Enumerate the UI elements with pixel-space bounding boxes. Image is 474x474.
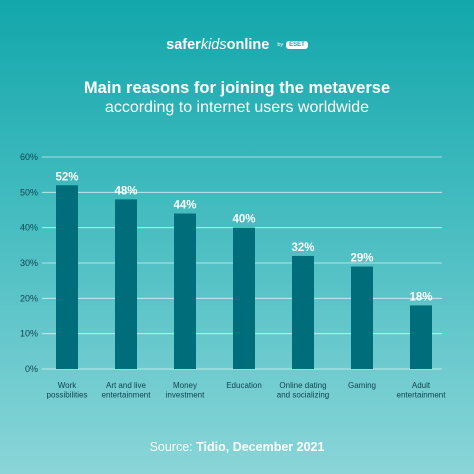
x-tick-label: Online dating and socializing [277,381,329,400]
bar [351,266,373,369]
data-label: 52% [55,171,78,183]
chart-title: Main reasons for joining the metaverse [83,79,391,97]
x-tick-label: Education [226,381,262,390]
bar [292,255,314,369]
brand-by-text: by [277,42,284,49]
y-tick-label: 40% [20,223,38,233]
bar [233,227,255,369]
bar [174,213,196,369]
y-tick-label: 10% [20,329,38,339]
bar [115,199,137,369]
data-label: 48% [114,185,137,197]
data-label: 44% [173,200,196,212]
data-label: 29% [350,253,373,265]
data-label: 40% [232,214,255,226]
brand-part-kids: kids [200,37,227,53]
x-tick-label: Art and live entertainment [102,381,152,400]
bar [410,305,432,369]
y-tick-label: 30% [20,258,38,268]
chart-subtitle: according to internet users worldwide [104,99,370,116]
bar [56,185,78,369]
brand-logo: saferkidsonline by ESET [0,37,474,53]
data-label: 32% [291,242,314,254]
source-prefix: Source: [149,440,197,454]
y-tick-label: 60% [20,152,38,162]
y-tick-label: 50% [20,187,38,197]
data-label: 18% [409,291,432,303]
brand-part-online: online [226,37,270,53]
x-tick-label: Work possibilities [47,381,88,400]
y-tick-label: 20% [20,293,38,303]
source-note: Source: Tidio, December 2021 [0,440,474,454]
x-tick-label: Gaming [348,381,376,390]
source-name: Tidio, December 2021 [196,440,325,454]
eset-logo: ESET [286,41,308,50]
brand-part-safer: safer [166,37,201,53]
x-tick-label: Adult entertainment [397,381,447,400]
x-tick-label: Money investment [166,381,205,400]
y-tick-label: 0% [25,364,38,374]
